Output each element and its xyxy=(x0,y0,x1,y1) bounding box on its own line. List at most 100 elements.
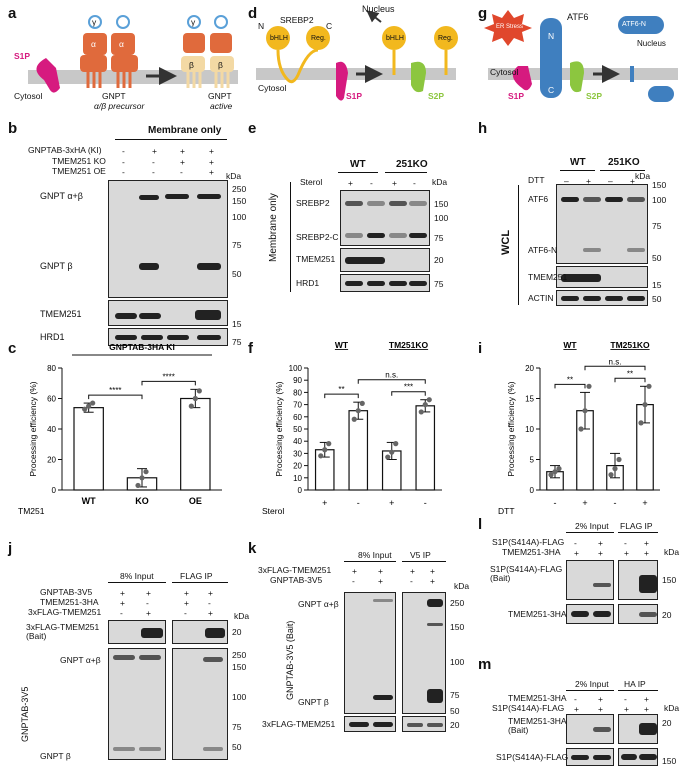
panel-j-side: GNPTAB-3V5 xyxy=(20,686,30,742)
chart-f-cat-3: - xyxy=(424,498,427,508)
m-signs-0: - xyxy=(574,694,577,704)
panel-l-input: 2% Input xyxy=(575,521,609,531)
panel-b-header: Membrane only xyxy=(148,125,222,136)
panel-g-er-stress: ER Stress xyxy=(496,24,524,30)
panel-a-s1p: S1P xyxy=(14,51,31,61)
atf6-cleaved-icon xyxy=(630,66,674,102)
chart-c-point-0-2 xyxy=(90,400,96,406)
l-signs-7: + xyxy=(644,548,649,558)
chart-f-bar-3 xyxy=(415,405,436,491)
panel-g-nucleus: Nucleus xyxy=(637,39,666,48)
panel-l-label: l xyxy=(478,516,483,533)
panel-d-reg-2: Reg. xyxy=(438,35,453,42)
j-markers-2: 150 xyxy=(232,662,247,672)
j-markers-3: 100 xyxy=(232,692,247,702)
panel-h-dtt: DTT xyxy=(528,175,545,185)
chart-f-ytick-label-1: 10 xyxy=(293,474,302,483)
chart-c-point-2-2 xyxy=(196,388,202,394)
chart-i-point-1-0 xyxy=(578,426,584,432)
chart-c-cat-2: OE xyxy=(189,496,202,506)
panel-b-row3: TMEM251 OE xyxy=(52,166,106,176)
panel-d-bhlh-2: bHLH xyxy=(386,35,404,42)
m-markers-1: 150 xyxy=(662,756,677,766)
panel-l-kda: kDa xyxy=(664,547,680,557)
panel-h-blot-tmem xyxy=(556,266,648,288)
panel-m-kda: kDa xyxy=(664,703,680,713)
b-signs-10: - xyxy=(180,167,183,177)
panel-h-atf6: ATF6 xyxy=(528,194,549,204)
j-signs-3: + xyxy=(208,588,213,598)
b-signs-4: - xyxy=(122,157,125,167)
k-markers-1: 150 xyxy=(450,622,465,632)
panel-g-s2p: S2P xyxy=(586,91,603,101)
chart-i-ylabel: Processing efficiency (%) xyxy=(506,381,516,476)
panel-b-kda: kDa xyxy=(226,171,242,181)
j-markers-1: 250 xyxy=(232,650,247,660)
s1p-protease-icon xyxy=(512,66,532,91)
panel-k-blot-gnpt-input xyxy=(344,592,396,714)
chart-i-point-0-2 xyxy=(556,466,562,472)
m-signs-1: + xyxy=(598,694,603,704)
chart-f-sig-label-2: n.s. xyxy=(385,371,398,380)
panel-a-gamma-1: γ xyxy=(92,17,97,27)
chart-f-sig-bracket-1 xyxy=(391,391,426,396)
chart-c-point-0-0 xyxy=(82,406,88,412)
l-markers-1: 20 xyxy=(662,610,672,620)
panel-k-blot-flag-input xyxy=(344,716,396,732)
panel-j-ip: FLAG IP xyxy=(180,571,213,581)
k-markers-4: 50 xyxy=(450,706,460,716)
m-signs-7: + xyxy=(644,704,649,714)
chart-f-point-0-0 xyxy=(318,453,324,459)
panel-a-cytosol: Cytosol xyxy=(14,91,43,101)
b-markers-0: 250 xyxy=(232,184,247,194)
panel-e-label: e xyxy=(248,120,257,137)
panel-h-blot-actin xyxy=(556,290,648,306)
l-signs-6: + xyxy=(624,548,629,558)
b-signs-6: + xyxy=(180,157,185,167)
chart-f-group-1: TM251KO xyxy=(389,340,429,350)
s1p-protease-icon xyxy=(336,61,348,101)
chart-c-ytick-label-4: 80 xyxy=(47,364,56,373)
b-signs-11: + xyxy=(209,167,214,177)
chart-f-sig-bracket-0 xyxy=(324,393,359,399)
k-signs-6: - xyxy=(410,576,413,586)
chart-c-point-2-1 xyxy=(192,395,198,402)
panel-a-precursor-title: GNPT xyxy=(102,91,126,101)
panel-b-blot-main xyxy=(108,180,228,298)
j-signs-7: - xyxy=(208,598,211,608)
b-markers-4: 50 xyxy=(232,269,242,279)
m-signs-5: + xyxy=(598,704,603,714)
chart-f-ytick-label-0: 0 xyxy=(298,486,303,495)
j-markers-4: 75 xyxy=(232,722,242,732)
panel-e-blot-hrd1 xyxy=(340,274,430,292)
chart-f-sig-bracket-2 xyxy=(357,379,426,384)
b-markers-1: 150 xyxy=(232,196,247,206)
chart-f-cat-0: + xyxy=(322,498,327,508)
chart-i-ytick-label-4: 20 xyxy=(525,364,534,373)
panel-e-side: Membrane only xyxy=(268,193,279,262)
e-markers-0: 150 xyxy=(434,199,449,209)
panel-m-row2: S1P(S414A)-FLAG xyxy=(492,703,565,713)
j-signs-6: + xyxy=(184,598,189,608)
panel-b-row1: GNPTAB-3xHA (KI) xyxy=(28,145,102,155)
chart-i-ytick-label-0: 0 xyxy=(530,486,535,495)
panel-b-blot-hrd1 xyxy=(108,328,228,346)
panel-a-alpha-2: α xyxy=(119,39,124,49)
j-signs-11: + xyxy=(208,608,213,618)
panel-k-blot-gnpt-ip xyxy=(402,592,446,714)
panel-j-blot-gnpt-ip xyxy=(172,648,228,760)
chart-i-point-3-1 xyxy=(642,402,648,408)
chart-i-cat-0: - xyxy=(554,498,557,508)
panel-a-beta-2: β xyxy=(218,60,223,70)
j-signs-2: + xyxy=(184,588,189,598)
chart-i-point-2-2 xyxy=(616,456,622,463)
panel-g-s1p: S1P xyxy=(508,91,525,101)
panel-k-bottom: 3xFLAG-TMEM251 xyxy=(262,719,336,729)
srebp2-cleaved-icon xyxy=(382,26,458,75)
chart-c-ytick-label-1: 20 xyxy=(47,456,56,465)
m-markers-0: 20 xyxy=(662,718,672,728)
m-signs-3: + xyxy=(644,694,649,704)
k-signs-7: + xyxy=(430,576,435,586)
panel-b-label: b xyxy=(8,120,18,137)
panel-a-beta-1: β xyxy=(189,60,194,70)
